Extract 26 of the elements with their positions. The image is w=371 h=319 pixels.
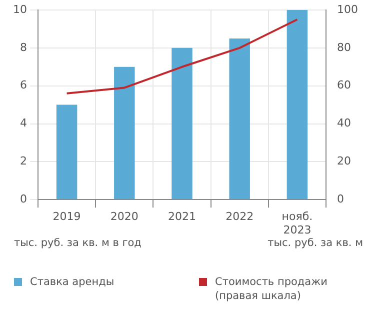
- y2-tick-label: 100: [337, 2, 358, 16]
- legend-label: Ставка аренды: [30, 275, 114, 289]
- text: тыс. руб. за кв. м: [268, 237, 363, 249]
- x-tick-label: нояб. 2023: [282, 210, 313, 236]
- bar: [172, 48, 192, 200]
- x-tick-label: 2021: [168, 210, 196, 224]
- bar: [114, 66, 135, 200]
- y-tick-label: 4: [20, 116, 27, 130]
- y2-tick-label: 20: [337, 154, 352, 168]
- y2-tick-label: 40: [337, 116, 352, 130]
- y2-tick-label: 80: [337, 40, 352, 54]
- y-tick-label: 0: [20, 192, 27, 206]
- x-tick-label: 2022: [226, 210, 254, 224]
- bar: [286, 10, 308, 200]
- y-tick-label: 2: [20, 154, 27, 168]
- bar: [56, 104, 78, 200]
- x-tick-label: 2019: [52, 210, 81, 224]
- x-tick-label: 2020: [110, 210, 138, 224]
- y2-tick-label: 0: [337, 192, 344, 206]
- y-tick-label: 6: [20, 78, 27, 92]
- y-tick-label: 8: [20, 40, 27, 54]
- bar: [229, 38, 250, 200]
- y-axis-title: тыс. руб. за кв. м в год: [14, 237, 142, 249]
- y-tick-label: 10: [12, 2, 27, 16]
- y2-tick-label: 60: [337, 78, 352, 92]
- legend-label: Стоимость продажи (правая шкала): [215, 275, 328, 303]
